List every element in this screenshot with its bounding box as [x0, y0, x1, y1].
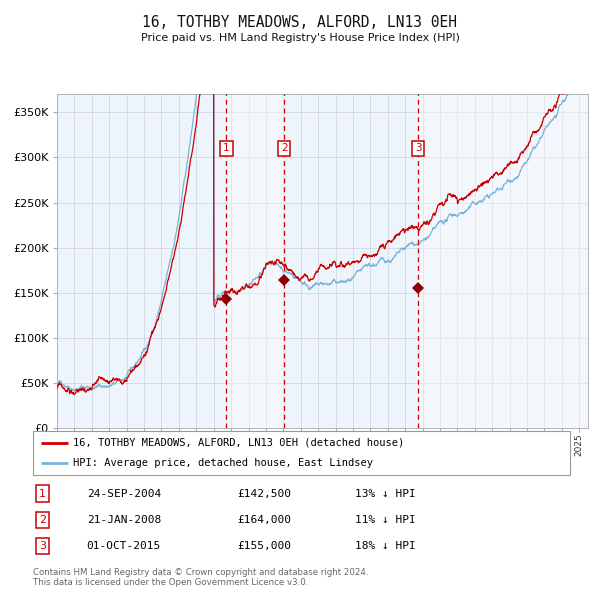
- Text: Price paid vs. HM Land Registry's House Price Index (HPI): Price paid vs. HM Land Registry's House …: [140, 33, 460, 43]
- Text: 3: 3: [415, 143, 422, 153]
- Text: £164,000: £164,000: [237, 515, 291, 525]
- Text: £155,000: £155,000: [237, 541, 291, 551]
- Text: 1: 1: [39, 489, 46, 499]
- Text: 2: 2: [281, 143, 287, 153]
- Text: 16, TOTHBY MEADOWS, ALFORD, LN13 0EH (detached house): 16, TOTHBY MEADOWS, ALFORD, LN13 0EH (de…: [73, 438, 404, 448]
- Bar: [226, 94, 284, 428]
- Text: Contains HM Land Registry data © Crown copyright and database right 2024.: Contains HM Land Registry data © Crown c…: [33, 568, 368, 576]
- Bar: [418, 94, 588, 428]
- Text: 21-JAN-2008: 21-JAN-2008: [87, 515, 161, 525]
- Text: 01-OCT-2015: 01-OCT-2015: [87, 541, 161, 551]
- Text: This data is licensed under the Open Government Licence v3.0.: This data is licensed under the Open Gov…: [33, 578, 308, 587]
- Text: 24-SEP-2004: 24-SEP-2004: [87, 489, 161, 499]
- Text: HPI: Average price, detached house, East Lindsey: HPI: Average price, detached house, East…: [73, 458, 373, 468]
- Text: 16, TOTHBY MEADOWS, ALFORD, LN13 0EH: 16, TOTHBY MEADOWS, ALFORD, LN13 0EH: [143, 15, 458, 30]
- Text: £142,500: £142,500: [237, 489, 291, 499]
- Text: 2: 2: [39, 515, 46, 525]
- Text: 13% ↓ HPI: 13% ↓ HPI: [355, 489, 416, 499]
- Text: 1: 1: [223, 143, 230, 153]
- Text: 18% ↓ HPI: 18% ↓ HPI: [355, 541, 416, 551]
- Text: 3: 3: [39, 541, 46, 551]
- Text: 11% ↓ HPI: 11% ↓ HPI: [355, 515, 416, 525]
